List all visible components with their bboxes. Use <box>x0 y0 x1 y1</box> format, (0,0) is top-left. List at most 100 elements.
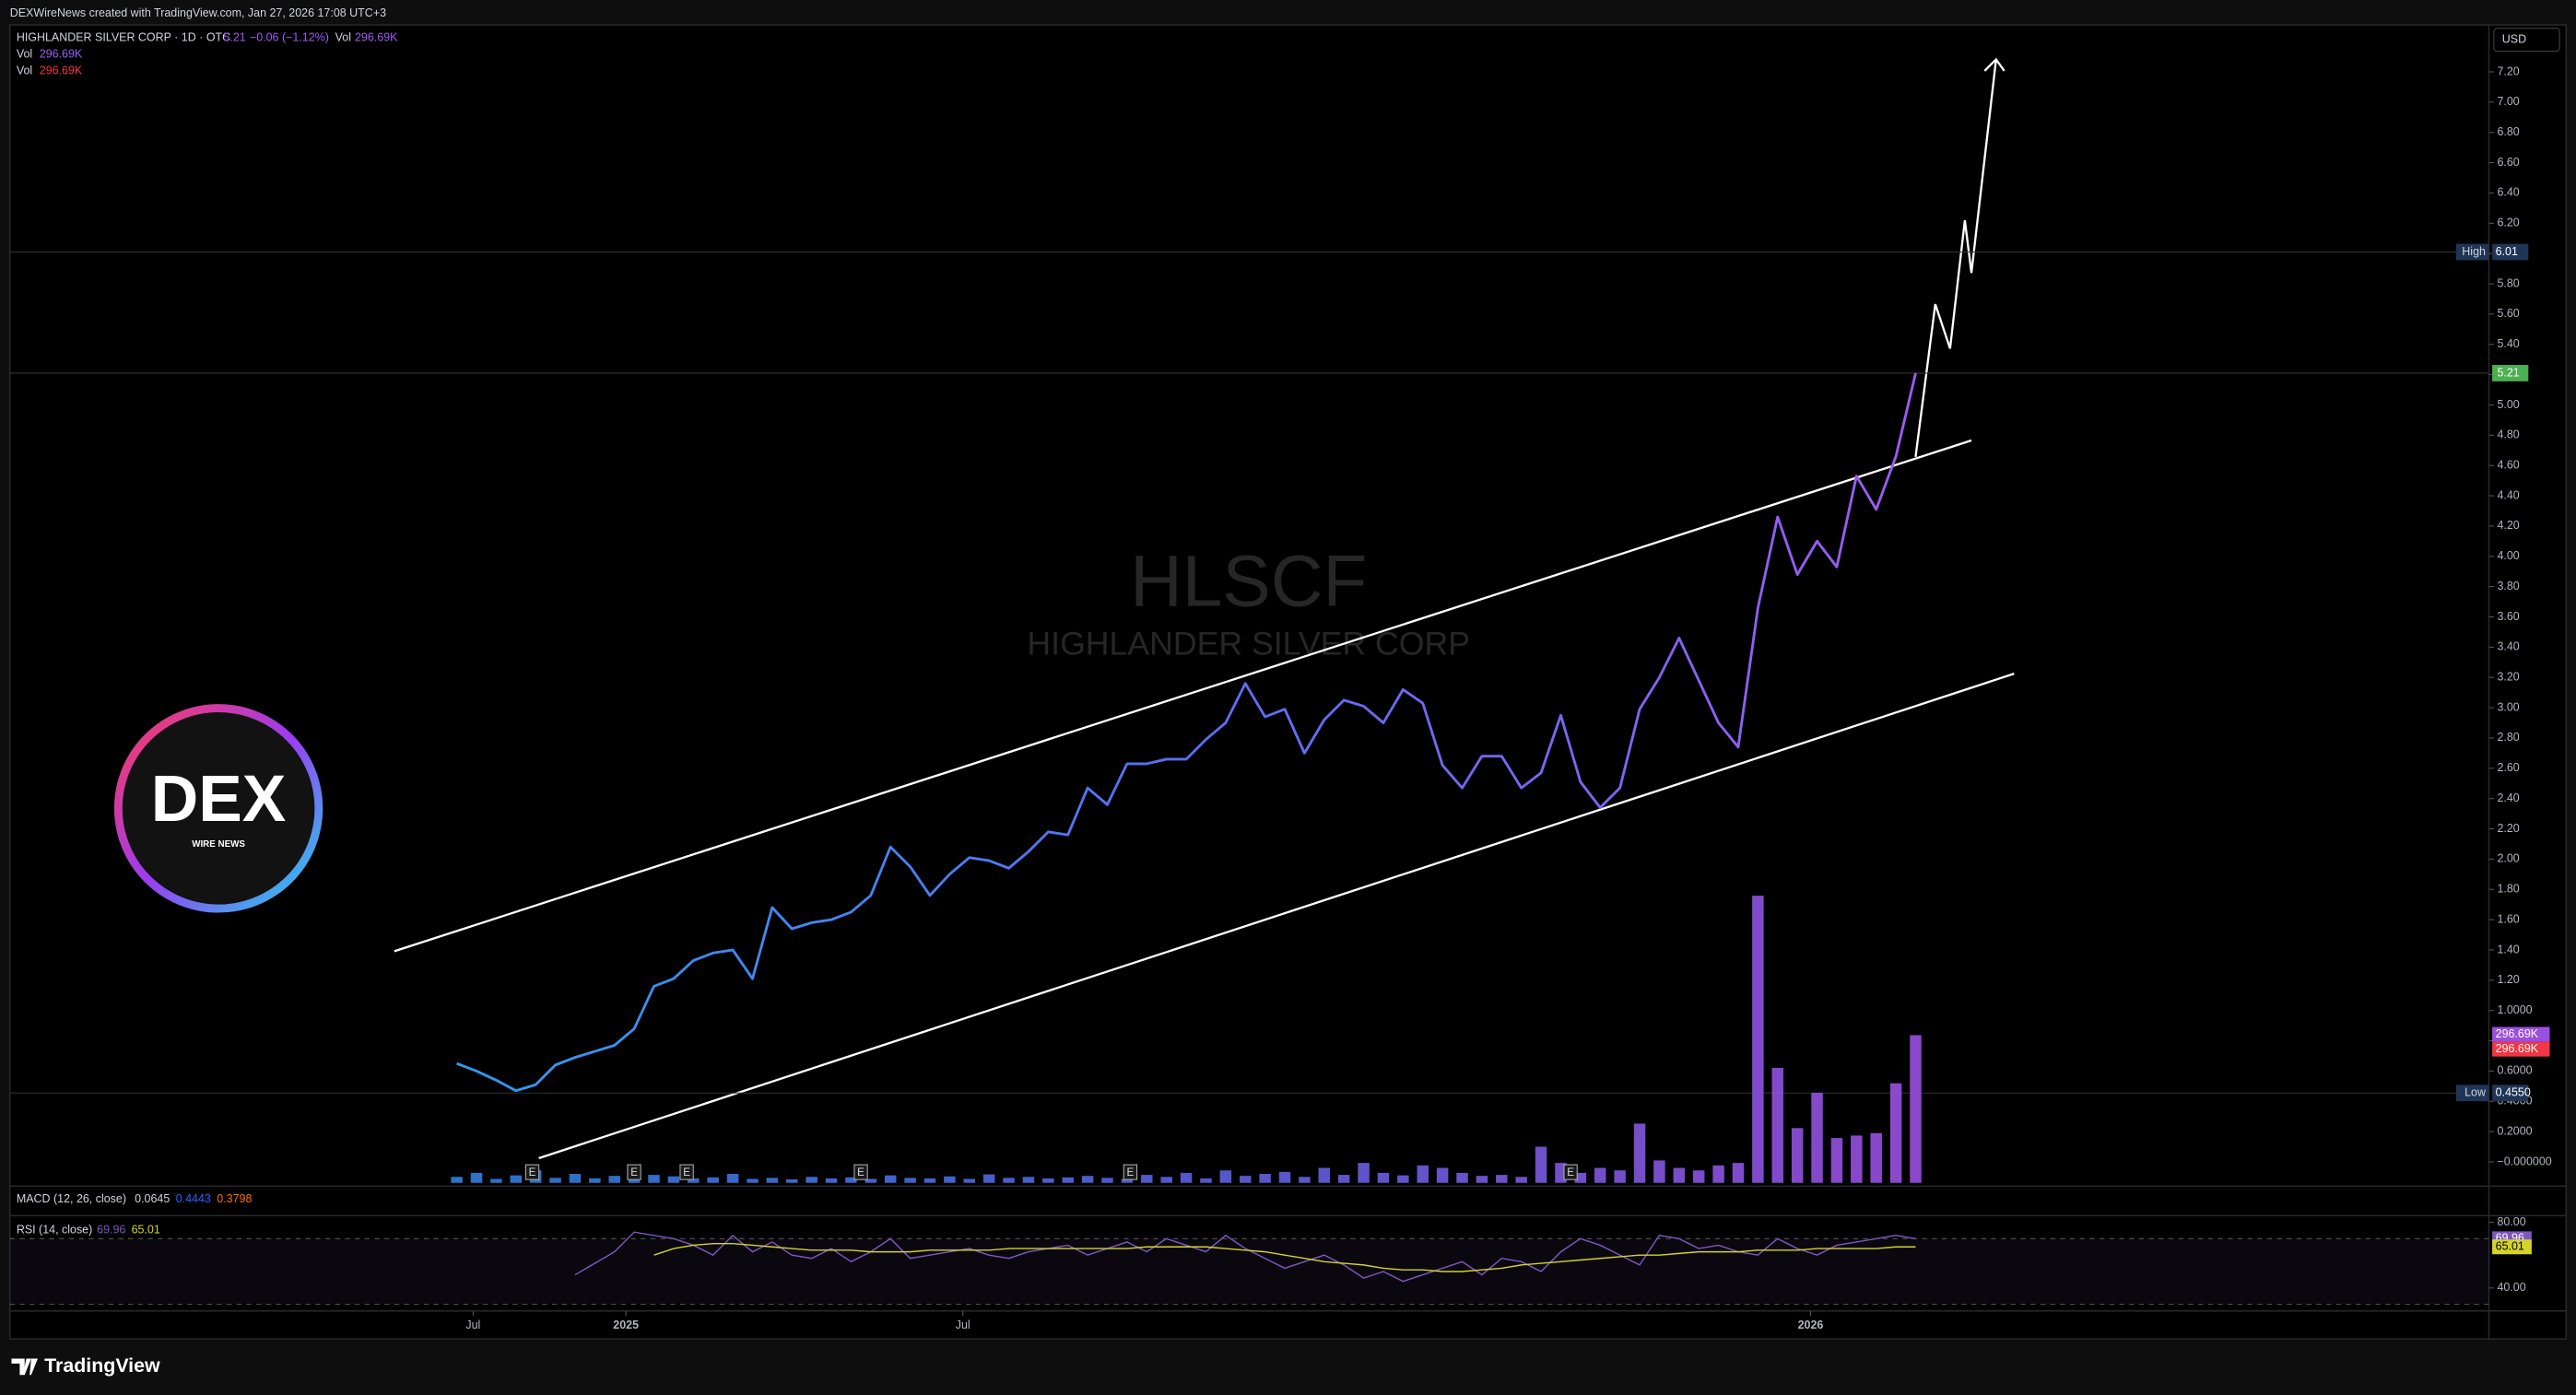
y-tick-label: 80.00 <box>2497 1215 2525 1228</box>
price-level-tag <box>2455 243 2489 261</box>
usd-button-frame[interactable] <box>2493 27 2560 53</box>
volume-bar <box>1377 1172 1390 1183</box>
volume-bar <box>1910 1035 1922 1183</box>
volume-bar <box>1417 1165 1429 1183</box>
volume-bar <box>1673 1167 1686 1183</box>
earnings-marker <box>524 1164 540 1180</box>
rsi-title: RSI (14, close) <box>17 1224 92 1237</box>
macd-readout: 0.0645 <box>135 1192 170 1205</box>
volume-bar <box>1180 1172 1193 1183</box>
volume-bar <box>963 1178 976 1183</box>
x-tick-label: Jul <box>956 1319 970 1331</box>
rsi-tag <box>2492 1239 2532 1255</box>
volume-tag <box>2492 1026 2550 1042</box>
volume-bar <box>1160 1177 1172 1183</box>
volume-bar <box>786 1178 798 1183</box>
volume-bar <box>825 1178 838 1183</box>
y-tick-label: 6.60 <box>2497 156 2519 169</box>
y-tick-label: 4.80 <box>2497 428 2519 441</box>
price-level-value: 6.01 <box>2496 245 2518 258</box>
currency[interactable]: USD <box>2502 32 2526 45</box>
volume-bar <box>1633 1123 1646 1183</box>
x-tick-label: 2026 <box>1798 1319 1824 1331</box>
volume-bar <box>1200 1178 1212 1183</box>
rsi-line <box>653 1242 1916 1272</box>
volume-bar <box>1870 1132 1882 1183</box>
volume-bar <box>806 1177 817 1183</box>
volume-bar <box>490 1178 502 1183</box>
volume-bar <box>1141 1175 1153 1183</box>
volume-bar <box>1712 1165 1724 1183</box>
chart-frame <box>8 24 2568 1340</box>
volume-tag-label: 296.69K <box>2496 1027 2539 1040</box>
y-tick-label: 3.80 <box>2497 580 2519 592</box>
last-price: 5.21 <box>223 31 245 44</box>
volume-bar <box>1042 1178 1054 1183</box>
volume-value: 296.69K <box>355 31 398 44</box>
y-tick-label: 40.00 <box>2497 1281 2525 1294</box>
channel-upper <box>394 439 1972 953</box>
volume-bar <box>1436 1167 1449 1183</box>
volume-bar <box>944 1176 956 1183</box>
series-line <box>456 372 1917 1093</box>
footer-brand: TradingView <box>44 1354 160 1377</box>
earnings-marker-label: E <box>630 1167 638 1178</box>
logo: DEX WIRE NEWS <box>113 704 323 913</box>
volume-bar <box>510 1175 523 1183</box>
y-tick-label: 3.40 <box>2497 640 2519 653</box>
volume-bar <box>470 1172 483 1183</box>
volume-name: Vol <box>17 64 32 76</box>
usd-button[interactable]: USD <box>2493 27 2560 53</box>
y-tick-label: 0.6000 <box>2497 1064 2532 1077</box>
volume-bar <box>845 1177 857 1183</box>
y-tick-label: 6.40 <box>2497 186 2519 199</box>
volume-bar <box>1081 1176 1094 1183</box>
volume-bar <box>1732 1163 1745 1183</box>
y-tick-label: 2.40 <box>2497 791 2519 804</box>
volume-bar <box>1791 1128 1804 1183</box>
volume-tag <box>2492 1041 2550 1057</box>
price-level-tag <box>2455 1084 2489 1102</box>
rsi-line <box>574 1231 1916 1283</box>
y-tick-label: 4.60 <box>2497 458 2519 471</box>
earnings-marker-label: E <box>683 1167 690 1178</box>
volume-tag-label: 296.69K <box>2496 1042 2539 1055</box>
volume-bar <box>1337 1175 1350 1183</box>
volume-bar <box>1771 1067 1784 1183</box>
volume-bar <box>884 1175 897 1183</box>
volume-value: 296.69K <box>40 47 83 60</box>
tradingview-icon <box>11 1358 38 1376</box>
y-tick-label: 5.00 <box>2497 398 2519 411</box>
volume-bar <box>1121 1178 1134 1183</box>
volume-bar <box>1299 1177 1311 1183</box>
volume-value: 296.69K <box>40 64 83 76</box>
volume-bar <box>1278 1171 1291 1183</box>
volume-bar <box>667 1176 680 1183</box>
y-tick-label: 4.00 <box>2497 549 2519 562</box>
y-tick-label: 5.40 <box>2497 337 2519 350</box>
volume-bar <box>549 1178 561 1183</box>
volume-bar <box>608 1176 620 1183</box>
y-tick-label: 2.20 <box>2497 822 2519 835</box>
volume-bar <box>1022 1177 1035 1183</box>
volume-bar <box>451 1177 463 1183</box>
earnings-marker <box>627 1164 641 1180</box>
volume-bar <box>1476 1176 1488 1183</box>
volume-bar <box>766 1178 779 1183</box>
footer: TradingView <box>11 1354 160 1377</box>
y-tick-label: 3.20 <box>2497 671 2519 684</box>
volume-bar <box>1574 1172 1587 1183</box>
volume-bar <box>1062 1177 1074 1183</box>
watermark-symbol: HLSCF <box>1130 540 1367 621</box>
volume-bar <box>1535 1146 1547 1183</box>
x-tick-label: 2025 <box>613 1319 639 1331</box>
volume-bar <box>923 1178 936 1183</box>
projection-path <box>1914 59 1997 458</box>
y-tick-label: 6.80 <box>2497 125 2519 138</box>
y-tick-label: 1.80 <box>2497 883 2519 896</box>
volume-bar <box>1889 1083 1902 1183</box>
price-level-value: 0.4550 <box>2496 1086 2531 1099</box>
y-tick-label: 5.80 <box>2497 276 2519 289</box>
y-tick-label: 4.20 <box>2497 519 2519 532</box>
